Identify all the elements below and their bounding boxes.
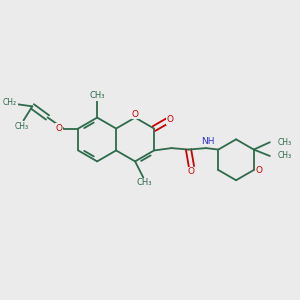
Text: CH₃: CH₃ [89, 91, 105, 100]
Text: CH₃: CH₃ [137, 178, 152, 187]
Text: CH₃: CH₃ [278, 138, 292, 147]
Text: NH: NH [201, 137, 214, 146]
Text: CH₃: CH₃ [278, 152, 292, 160]
Text: O: O [256, 166, 262, 175]
Text: O: O [56, 124, 63, 133]
Text: CH₃: CH₃ [15, 122, 29, 131]
Text: O: O [166, 115, 173, 124]
Text: O: O [132, 110, 139, 118]
Text: O: O [188, 167, 195, 176]
Text: CH₂: CH₂ [3, 98, 17, 107]
